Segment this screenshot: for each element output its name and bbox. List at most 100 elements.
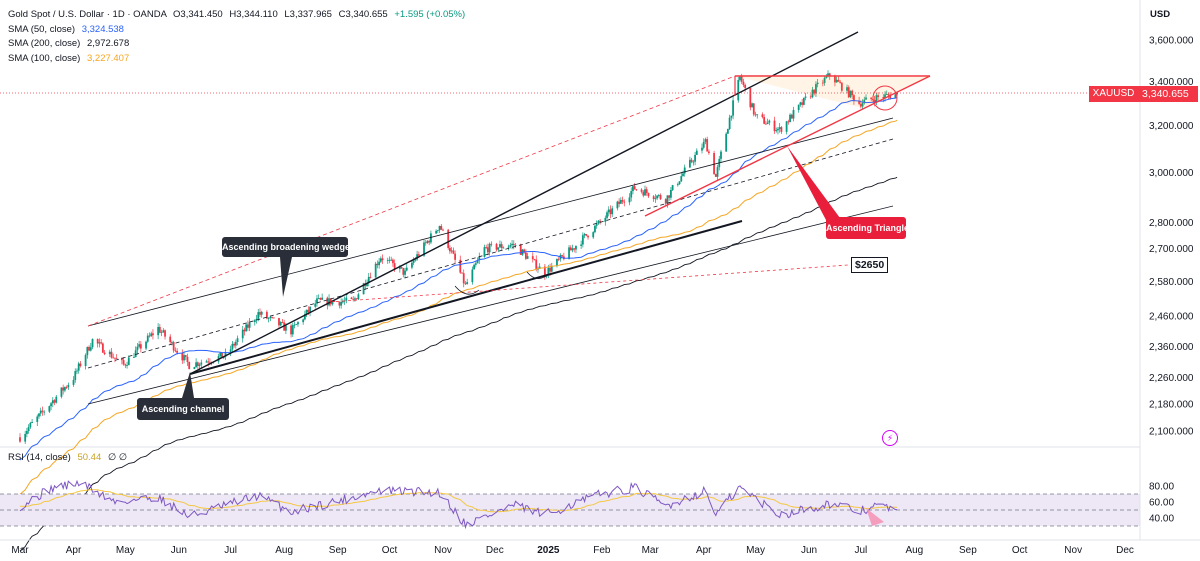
sma50-row[interactable]: SMA (50, close) 3,324.538 bbox=[8, 23, 465, 38]
candle-body bbox=[172, 342, 175, 351]
candle-body bbox=[896, 92, 898, 95]
low-arc bbox=[454, 285, 480, 295]
candle-body bbox=[114, 357, 116, 359]
candle-body bbox=[414, 259, 417, 261]
candle-body bbox=[889, 95, 892, 99]
candle-body bbox=[402, 268, 405, 275]
x-tick-label: Apr bbox=[696, 545, 712, 556]
currency-label[interactable]: USD bbox=[1150, 9, 1171, 20]
candle-body bbox=[594, 225, 596, 233]
candle-body bbox=[756, 114, 759, 116]
rsi-legend[interactable]: RSI (14, close) 50.44 ∅ ∅ bbox=[8, 452, 127, 463]
candle-body bbox=[341, 301, 344, 303]
candle-body bbox=[283, 322, 286, 331]
y-tick-label: 3,600.000 bbox=[1149, 36, 1194, 47]
wedge-pointer bbox=[280, 257, 292, 297]
sma50-line bbox=[19, 96, 898, 461]
candle-body bbox=[875, 95, 878, 103]
candle-body bbox=[682, 173, 684, 177]
candle-body bbox=[580, 244, 583, 246]
candle-body bbox=[224, 351, 227, 357]
x-tick-label: Dec bbox=[1116, 545, 1134, 556]
candle-body bbox=[302, 319, 305, 323]
x-tick-label: 2025 bbox=[537, 545, 560, 556]
sma100-row[interactable]: SMA (100, close) 3,227.407 bbox=[8, 52, 465, 67]
candle-body bbox=[328, 298, 330, 306]
candle-body bbox=[834, 76, 836, 83]
candle-body bbox=[597, 220, 600, 224]
candle-body bbox=[654, 198, 657, 200]
open-value: O3,341.450 bbox=[173, 9, 223, 20]
candle-body bbox=[303, 314, 306, 320]
candle-body bbox=[664, 199, 667, 204]
candle-body bbox=[412, 260, 415, 263]
candle-body bbox=[430, 233, 432, 243]
candle-body bbox=[611, 208, 614, 215]
sma50-value: 3,324.538 bbox=[81, 23, 124, 35]
y-tick-label: 2,460.000 bbox=[1149, 312, 1194, 323]
candle-body bbox=[91, 339, 94, 348]
candle-body bbox=[449, 247, 451, 252]
candle-body bbox=[647, 192, 650, 197]
candle-body bbox=[609, 209, 612, 215]
candle-body bbox=[887, 94, 890, 96]
candle-body bbox=[865, 97, 867, 100]
symbol-badge: XAUUSD bbox=[1089, 86, 1138, 102]
candle-body bbox=[568, 247, 570, 260]
candle-body bbox=[839, 81, 842, 83]
x-tick-label: Aug bbox=[905, 545, 923, 556]
candle-body bbox=[281, 321, 284, 323]
candle-body bbox=[509, 245, 512, 247]
candle-body bbox=[526, 256, 529, 259]
candle-body bbox=[561, 255, 564, 257]
sma200-row[interactable]: SMA (200, close) 2,972.678 bbox=[8, 37, 465, 52]
candle-body bbox=[340, 301, 343, 306]
candle-body bbox=[398, 266, 401, 270]
candle-body bbox=[184, 355, 187, 357]
candle-body bbox=[293, 324, 296, 326]
y-tick-label: 2,800.000 bbox=[1149, 218, 1194, 229]
rsi-label: RSI (14, close) bbox=[8, 452, 71, 463]
candle-body bbox=[195, 362, 198, 368]
last-price-badge: 3,340.655 bbox=[1138, 86, 1198, 102]
candle-body bbox=[768, 120, 771, 123]
channel-upper-line bbox=[87, 117, 894, 327]
y-tick-label: 2,700.000 bbox=[1149, 244, 1194, 255]
candle-body bbox=[706, 139, 709, 152]
lightning-icon[interactable]: ⚡ bbox=[882, 430, 898, 446]
candle-body bbox=[367, 276, 370, 283]
candle-body bbox=[785, 121, 788, 132]
candle-body bbox=[366, 282, 368, 287]
candle-body bbox=[271, 317, 273, 318]
candle-body bbox=[41, 410, 44, 412]
candle-body bbox=[502, 247, 505, 249]
candle-body bbox=[236, 338, 239, 343]
candle-body bbox=[133, 357, 135, 358]
candle-body bbox=[877, 95, 880, 98]
candle-body bbox=[164, 330, 166, 337]
candle-body bbox=[209, 362, 211, 364]
candle-body bbox=[690, 159, 693, 163]
candle-body bbox=[587, 235, 589, 238]
candle-body bbox=[642, 191, 645, 196]
candle-body bbox=[416, 254, 419, 260]
candle-body bbox=[307, 309, 310, 313]
candle-body bbox=[378, 261, 381, 266]
sma100-label: SMA (100, close) bbox=[8, 52, 81, 64]
candle-body bbox=[440, 225, 443, 230]
candle-body bbox=[656, 195, 659, 199]
candle-body bbox=[689, 159, 691, 168]
candle-body bbox=[512, 243, 515, 245]
candle-body bbox=[678, 181, 681, 185]
candle-body bbox=[523, 249, 526, 253]
candle-body bbox=[787, 121, 790, 123]
sma200-value: 2,972.678 bbox=[86, 38, 130, 49]
candle-body bbox=[162, 330, 165, 333]
candle-body bbox=[442, 229, 444, 231]
candle-body bbox=[326, 297, 329, 306]
candle-body bbox=[645, 189, 648, 193]
candle-body bbox=[873, 100, 876, 103]
candle-body bbox=[607, 209, 610, 213]
